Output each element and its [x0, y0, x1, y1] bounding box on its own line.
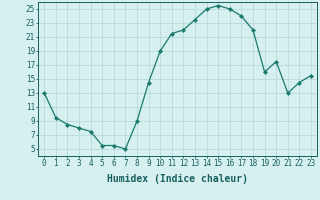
X-axis label: Humidex (Indice chaleur): Humidex (Indice chaleur) — [107, 174, 248, 184]
